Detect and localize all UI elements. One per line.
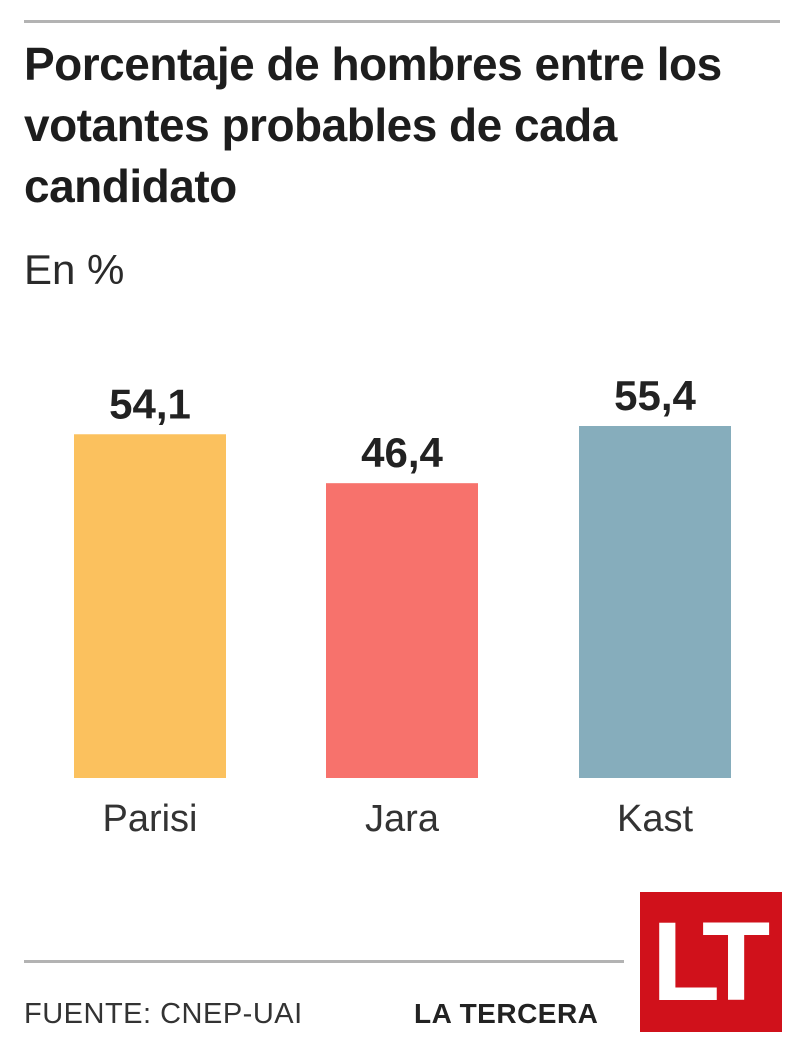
chart-subtitle: En % bbox=[24, 246, 125, 293]
brand-name: LA TERCERA bbox=[414, 998, 599, 1029]
logo-text: LT bbox=[651, 899, 770, 1024]
category-label-parisi: Parisi bbox=[102, 798, 197, 840]
bar-chart: 54,1 Parisi 46,4 Jara 55,4 Kast bbox=[74, 372, 731, 840]
la-tercera-logo: LT bbox=[640, 892, 782, 1032]
chart-title: Porcentaje de hombres entre los votantes… bbox=[24, 38, 722, 212]
top-rule bbox=[24, 20, 780, 23]
source-note: FUENTE: CNEP-UAI bbox=[24, 998, 303, 1030]
category-label-jara: Jara bbox=[365, 798, 440, 840]
bottom-rule bbox=[24, 960, 624, 963]
category-label-kast: Kast bbox=[617, 798, 693, 840]
bar-kast bbox=[579, 426, 731, 778]
value-label-parisi: 54,1 bbox=[109, 380, 191, 427]
bar-jara bbox=[326, 483, 478, 778]
value-label-jara: 46,4 bbox=[361, 429, 443, 476]
bar-parisi bbox=[74, 434, 226, 778]
value-label-kast: 55,4 bbox=[614, 372, 696, 419]
